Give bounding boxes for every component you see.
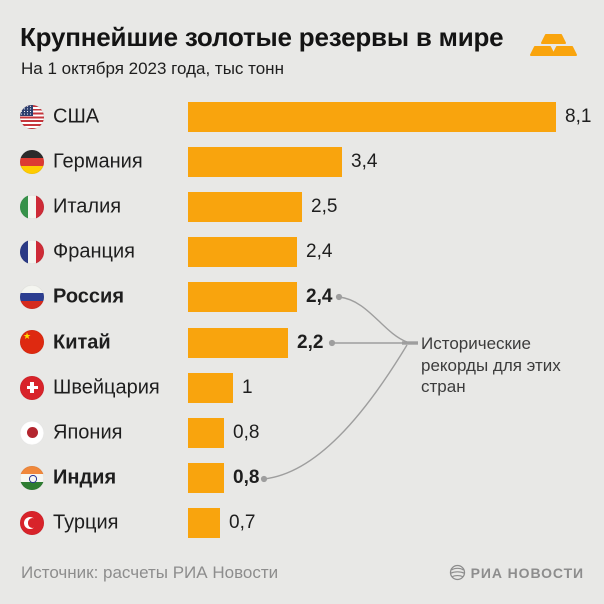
country-label: Индия [53, 466, 117, 489]
row-japan: Япония 0,8 [0, 410, 604, 455]
brand-name: РИА НОВОСТИ [470, 564, 584, 581]
france-flag-icon [20, 240, 44, 265]
brand-logo: РИА НОВОСТИ [449, 564, 584, 581]
turkey-flag-icon [20, 511, 44, 536]
value-label: 2,2 [297, 331, 324, 353]
row-usa: США 8,1 [0, 94, 604, 139]
usa-flag-icon [20, 104, 44, 129]
bar [188, 417, 224, 448]
row-italy: Италия 2,5 [0, 184, 604, 229]
russia-flag-icon [20, 285, 44, 310]
country-label: Китай [53, 331, 111, 354]
bar [188, 237, 297, 268]
country-label: Турция [53, 511, 119, 534]
value-label: 2,4 [306, 241, 333, 263]
bar [188, 282, 297, 313]
bar [188, 463, 224, 494]
bar [188, 101, 556, 132]
china-flag-icon [20, 330, 44, 355]
source-caption: Источник: расчеты РИА Новости [21, 563, 279, 582]
country-label: Швейцария [53, 376, 160, 399]
bar [188, 191, 302, 222]
row-switzerland: Швейцария 1 [0, 365, 604, 410]
bar [188, 508, 220, 539]
bar [188, 372, 233, 403]
japan-flag-icon [20, 420, 44, 445]
country-label: Япония [53, 421, 123, 444]
page-subtitle: На 1 октября 2023 года, тыс тонн [21, 59, 284, 78]
value-label: 0,8 [233, 467, 260, 489]
value-label: 3,4 [351, 150, 378, 172]
chart-rows: США 8,1 Германия 3,4 Италия 2,5 Франция … [0, 94, 604, 546]
value-label: 2,5 [311, 195, 338, 217]
row-india: Индия 0,8 [0, 456, 604, 501]
bar [188, 327, 288, 358]
row-russia: Россия 2,4 [0, 275, 604, 320]
country-label: Франция [53, 240, 135, 263]
switzerland-flag-icon [20, 375, 44, 400]
country-label: Италия [53, 195, 122, 218]
row-turkey: Турция 0,7 [0, 501, 604, 546]
country-label: Россия [53, 285, 125, 308]
bar [188, 146, 342, 177]
value-label: 1 [242, 376, 253, 398]
globe-icon [449, 564, 465, 581]
annotation-label: Исторические рекорды для этих стран [421, 334, 561, 396]
value-label: 0,8 [233, 421, 260, 443]
row-germany: Германия 3,4 [0, 139, 604, 184]
value-label: 8,1 [565, 105, 592, 127]
italy-flag-icon [20, 194, 44, 219]
gold-bars-icon [530, 34, 577, 56]
country-label: США [53, 105, 100, 128]
row-france: Франция 2,4 [0, 230, 604, 275]
page-title: Крупнейшие золотые резервы в мире [20, 22, 504, 52]
germany-flag-icon [20, 149, 44, 174]
value-label: 2,4 [306, 286, 333, 308]
value-label: 0,7 [229, 512, 256, 534]
india-flag-icon [20, 466, 44, 490]
row-china: Китай 2,2 [0, 320, 604, 365]
country-label: Германия [53, 150, 143, 173]
